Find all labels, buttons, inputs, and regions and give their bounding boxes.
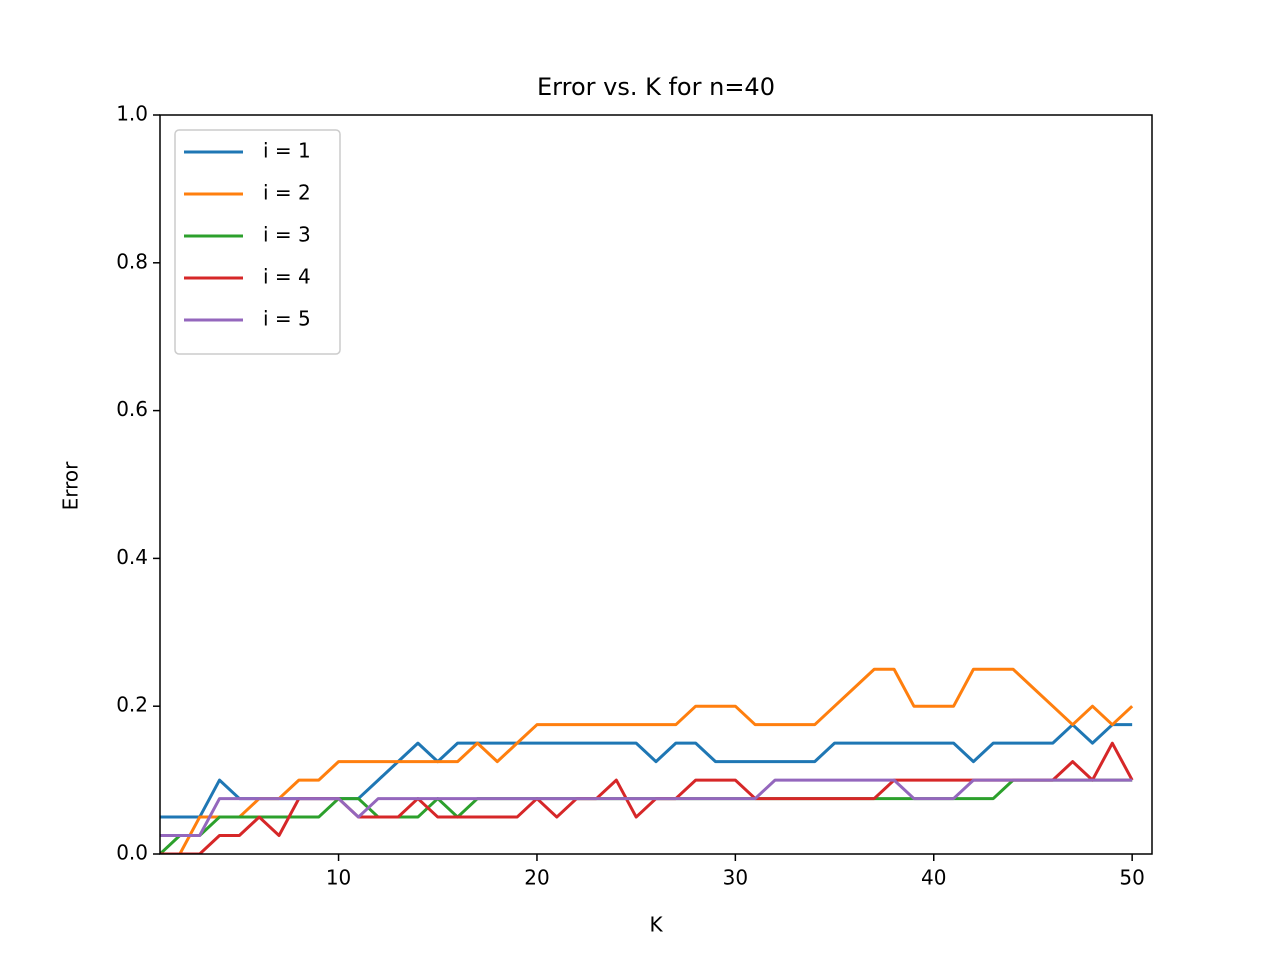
x-axis-label: K [649,913,663,937]
y-tick-label: 0.0 [116,841,148,865]
y-tick-label: 0.2 [116,693,148,717]
x-tick-label: 30 [723,866,748,890]
series-line [160,723,1133,819]
series-line [160,778,1133,854]
legend-label: i = 5 [263,307,311,331]
x-tick-label: 20 [524,866,549,890]
y-axis-label: Error [59,461,83,511]
chart-title: Error vs. K for n=40 [537,73,775,101]
y-tick-label: 0.8 [116,249,148,273]
series-line [160,667,1134,854]
legend-box [174,129,341,355]
plot-frame [159,114,1153,855]
x-tick-label: 40 [921,866,946,890]
y-tick-label: 0.6 [116,397,148,421]
series-line [160,778,1133,838]
x-tick-label: 10 [326,866,351,890]
legend-label: i = 3 [263,223,311,247]
y-tick-label: 0.4 [116,545,148,569]
legend-label: i = 1 [263,139,311,163]
y-tick-label: 1.0 [116,102,148,126]
legend-label: i = 4 [263,265,311,289]
x-tick-label: 50 [1119,866,1144,890]
legend-label: i = 2 [263,181,311,205]
